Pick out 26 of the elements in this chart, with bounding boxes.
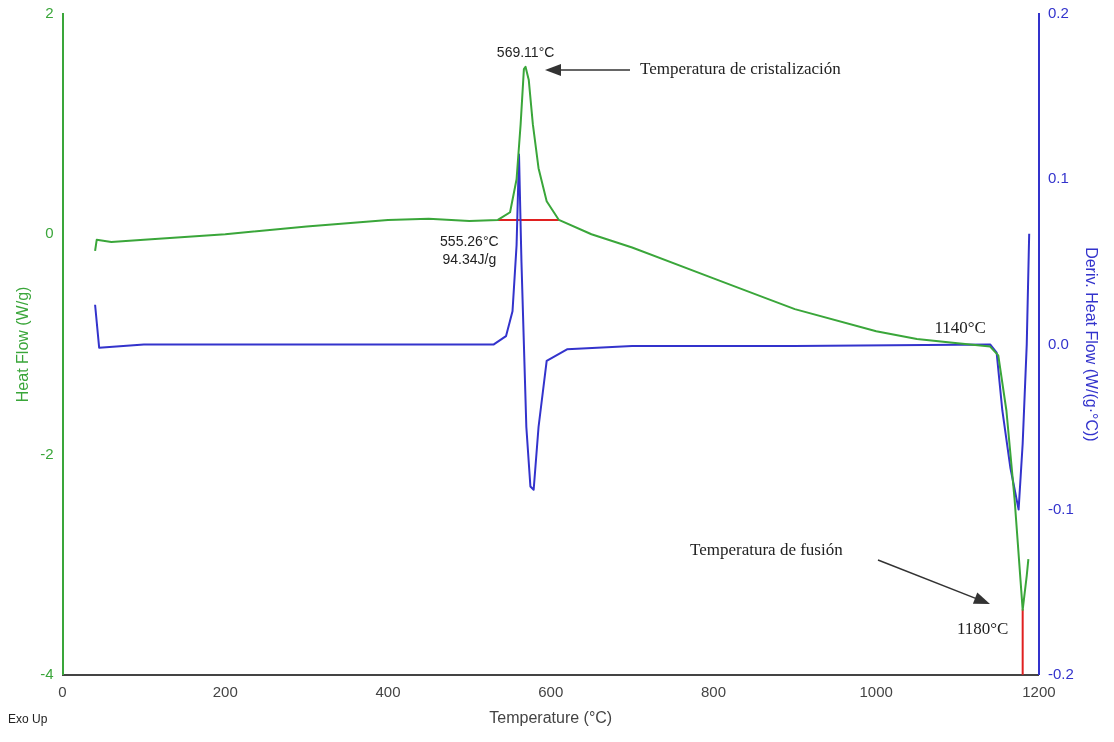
x-tick-label: 800: [700, 682, 726, 700]
y-axis-title: Heat Flow (W/g): [14, 286, 32, 403]
y-tick-label: 2: [45, 4, 54, 22]
y2-tick-label: 0.1: [1047, 169, 1069, 187]
x-tick-label: 1200: [1022, 682, 1056, 700]
y2-tick-label: -0.1: [1047, 499, 1074, 517]
x-tick-label: 0: [58, 682, 67, 700]
y-tick-label: -4: [40, 664, 54, 682]
text: Exo Up: [8, 712, 48, 727]
annotation: 1140°C: [934, 318, 986, 338]
y2-tick-label: 0.0: [1047, 334, 1069, 352]
x-tick-label: 400: [375, 682, 401, 700]
annotation: 569.11°C: [496, 43, 555, 60]
x-axis-title: Temperature (°C): [489, 708, 613, 726]
y2-tick-label: 0.2: [1047, 4, 1069, 22]
annotation: 555.26°C 94.34J/g: [440, 232, 499, 267]
y2-tick-label: -0.2: [1047, 664, 1074, 682]
x-tick-label: 200: [212, 682, 238, 700]
x-tick-label: 1000: [859, 682, 893, 700]
x-tick-label: 600: [538, 682, 564, 700]
y-tick-label: -2: [40, 444, 54, 462]
annotation: 1180°C: [956, 619, 1009, 639]
y-tick-label: 0: [45, 224, 54, 242]
y2-axis-title: Deriv. Heat Flow (W/(g·°C)): [1082, 247, 1100, 442]
annotation: Temperatura de cristalización: [640, 59, 842, 79]
annotation: Temperatura de fusión: [690, 540, 844, 560]
